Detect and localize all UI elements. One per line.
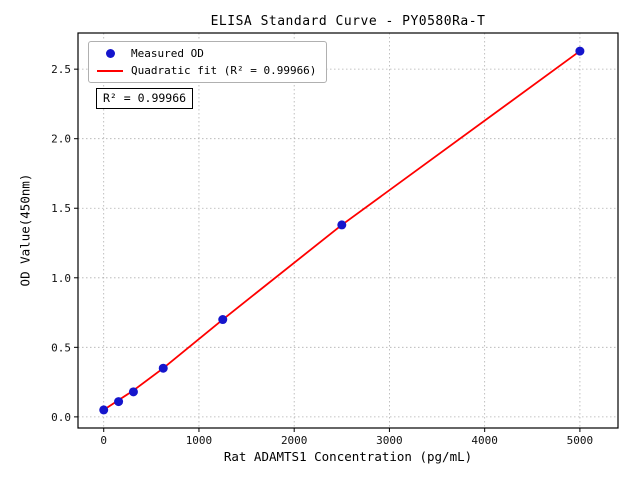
y-tick-label: 0.0	[51, 411, 71, 424]
measured-od-point	[218, 315, 228, 325]
chart-title: ELISA Standard Curve - PY0580Ra-T	[210, 14, 486, 29]
y-tick-label: 0.5	[51, 341, 71, 354]
legend-item-measured-od: Measured OD	[97, 47, 316, 60]
x-tick-label: 5000	[567, 434, 594, 447]
legend-item-quadratic-fit: Quadratic fit (R² = 0.99966)	[97, 64, 316, 77]
measured-od-point	[575, 46, 585, 56]
legend: Measured OD Quadratic fit (R² = 0.99966)	[88, 41, 328, 83]
measured-od-point	[337, 220, 347, 230]
x-tick-label: 0	[100, 434, 107, 447]
y-tick-label: 2.5	[51, 63, 71, 76]
measured-od-point	[128, 387, 138, 397]
legend-label-quadratic-fit: Quadratic fit (R² = 0.99966)	[131, 64, 317, 77]
y-axis-label: OD Value(450nm)	[17, 173, 33, 287]
r-squared-annotation: R² = 0.99966	[96, 88, 194, 109]
y-tick-label: 1.0	[51, 272, 71, 285]
legend-label-measured-od: Measured OD	[131, 47, 204, 60]
measured-od-point	[114, 397, 124, 407]
measured-od-point	[158, 363, 168, 373]
axes-frame	[77, 32, 619, 429]
measured-od-marker-icon	[105, 49, 115, 58]
x-axis-label: Rat ADAMTS1 Concentration (pg/mL)	[223, 449, 473, 464]
x-tick-label: 2000	[281, 434, 308, 447]
x-tick-label: 3000	[376, 434, 403, 447]
fit-line-marker-icon	[97, 69, 123, 72]
y-tick-label: 2.0	[51, 133, 71, 146]
x-tick-label: 4000	[471, 434, 498, 447]
y-tick-label: 1.5	[51, 202, 71, 215]
measured-od-point	[99, 405, 109, 415]
x-tick-label: 1000	[186, 434, 213, 447]
